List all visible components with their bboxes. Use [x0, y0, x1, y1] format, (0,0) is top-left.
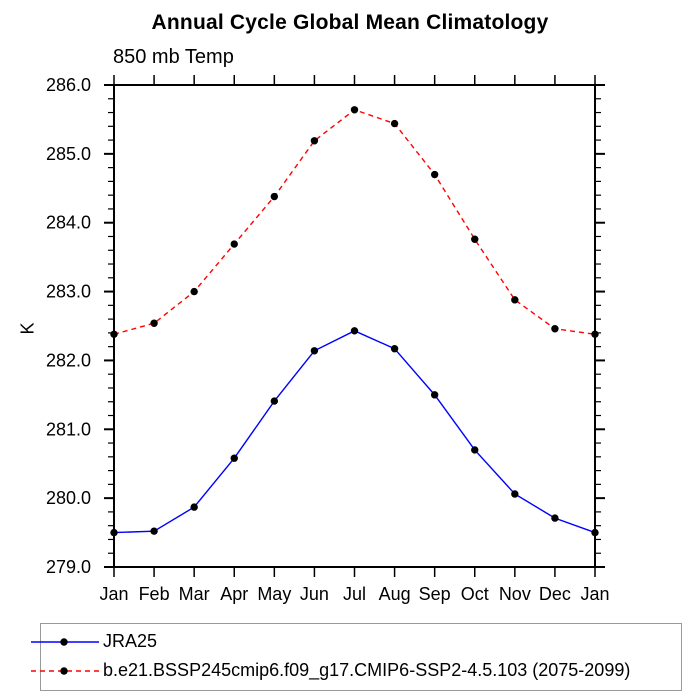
- x-tick-labels: Jan Feb Mar Apr May Jun Jul Aug Sep Oct Nov Dec Jan: [99, 584, 609, 604]
- data-point-0-Dec: [551, 514, 559, 522]
- x-tick-label: May: [257, 584, 291, 604]
- axis-frame: [113, 84, 596, 568]
- y-tick-label: 283.0: [46, 282, 91, 302]
- data-point-0-May: [270, 397, 279, 405]
- x-tick-label: Jul: [343, 584, 366, 604]
- x-tick-label: Nov: [499, 584, 531, 604]
- chart-subtitle: 850 mb Temp: [113, 46, 234, 68]
- legend-label-jra25: JRA25: [103, 631, 158, 651]
- data-point-0-Oct: [471, 446, 479, 454]
- series-line-1: [113, 109, 596, 335]
- data-point-1-Aug: [390, 119, 399, 128]
- chart-title: Annual Cycle Global Mean Climatology: [151, 11, 549, 34]
- data-point-0-Mar: [190, 503, 198, 511]
- series-markers-1: [110, 106, 599, 338]
- data-point-0-Jan: [591, 528, 599, 537]
- y-tick-label: 286.0: [46, 75, 91, 95]
- x-tick-label: Jan: [580, 584, 609, 604]
- data-point-1-Sep: [430, 170, 439, 179]
- legend-sample-marker-0: [60, 637, 68, 646]
- legend-label-model: b.e21.BSSP245cmip6.f09_g17.CMIP6-SSP2-4.…: [103, 660, 631, 680]
- x-tick-label: Jan: [99, 584, 128, 604]
- y-tick-label: 282.0: [46, 350, 91, 370]
- data-point-0-Apr: [230, 454, 238, 462]
- data-point-0-Nov: [511, 490, 519, 498]
- x-tick-label: Jun: [300, 584, 329, 604]
- x-ticks: [113, 75, 596, 577]
- legend-box: JRA25 b.e21.BSSP245cmip6.f09_g17.CMIP6-S…: [31, 623, 682, 691]
- legend-item-model: b.e21.BSSP245cmip6.f09_g17.CMIP6-SSP2-4.…: [31, 656, 681, 685]
- data-point-1-Oct: [471, 235, 479, 243]
- y-major-ticks: [104, 84, 605, 568]
- data-point-0-Jan: [110, 528, 118, 537]
- data-point-1-Dec: [551, 325, 559, 333]
- data-point-1-Jan: [591, 330, 599, 338]
- x-tick-label: Aug: [379, 584, 411, 604]
- data-point-0-Jun: [310, 347, 319, 355]
- data-point-1-May: [270, 192, 279, 201]
- x-tick-label: Sep: [419, 584, 451, 604]
- y-tick-label: 279.0: [46, 557, 91, 577]
- legend-sample-marker-1: [60, 666, 68, 675]
- data-point-0-Feb: [150, 527, 158, 535]
- y-tick-label: 280.0: [46, 488, 91, 508]
- series-markers-0: [110, 327, 599, 537]
- data-point-1-Apr: [230, 240, 238, 248]
- series-line-0: [113, 330, 596, 534]
- x-tick-label: Feb: [139, 584, 170, 604]
- y-tick-label: 281.0: [46, 419, 91, 439]
- data-point-0-Aug: [390, 345, 399, 353]
- y-tick-label: 284.0: [46, 213, 91, 233]
- x-tick-label: Oct: [461, 584, 489, 604]
- legend-line-sample-model: [31, 666, 99, 675]
- data-point-1-Mar: [190, 287, 198, 296]
- data-point-1-Jan: [110, 330, 118, 338]
- x-tick-label: Dec: [539, 584, 571, 604]
- data-point-1-Jul: [350, 106, 359, 114]
- legend-line-sample-jra25: [31, 637, 99, 646]
- legend-item-jra25: JRA25: [31, 627, 681, 656]
- x-tick-label: Apr: [220, 584, 248, 604]
- data-point-0-Jul: [350, 327, 359, 335]
- data-point-1-Jun: [310, 137, 319, 145]
- x-tick-label: Mar: [179, 584, 210, 604]
- plot-area: 279.0 280.0 281.0 282.0 283.0 284.0 285.0 286.0…: [46, 75, 610, 604]
- data-point-1-Feb: [150, 319, 158, 327]
- data-point-1-Nov: [511, 296, 519, 304]
- y-minor-ticks: [108, 98, 601, 554]
- y-tick-labels: 279.0 280.0 281.0 282.0 283.0 284.0 285.0 286.0: [46, 75, 91, 577]
- data-point-0-Sep: [430, 391, 439, 399]
- y-tick-label: 285.0: [46, 144, 91, 164]
